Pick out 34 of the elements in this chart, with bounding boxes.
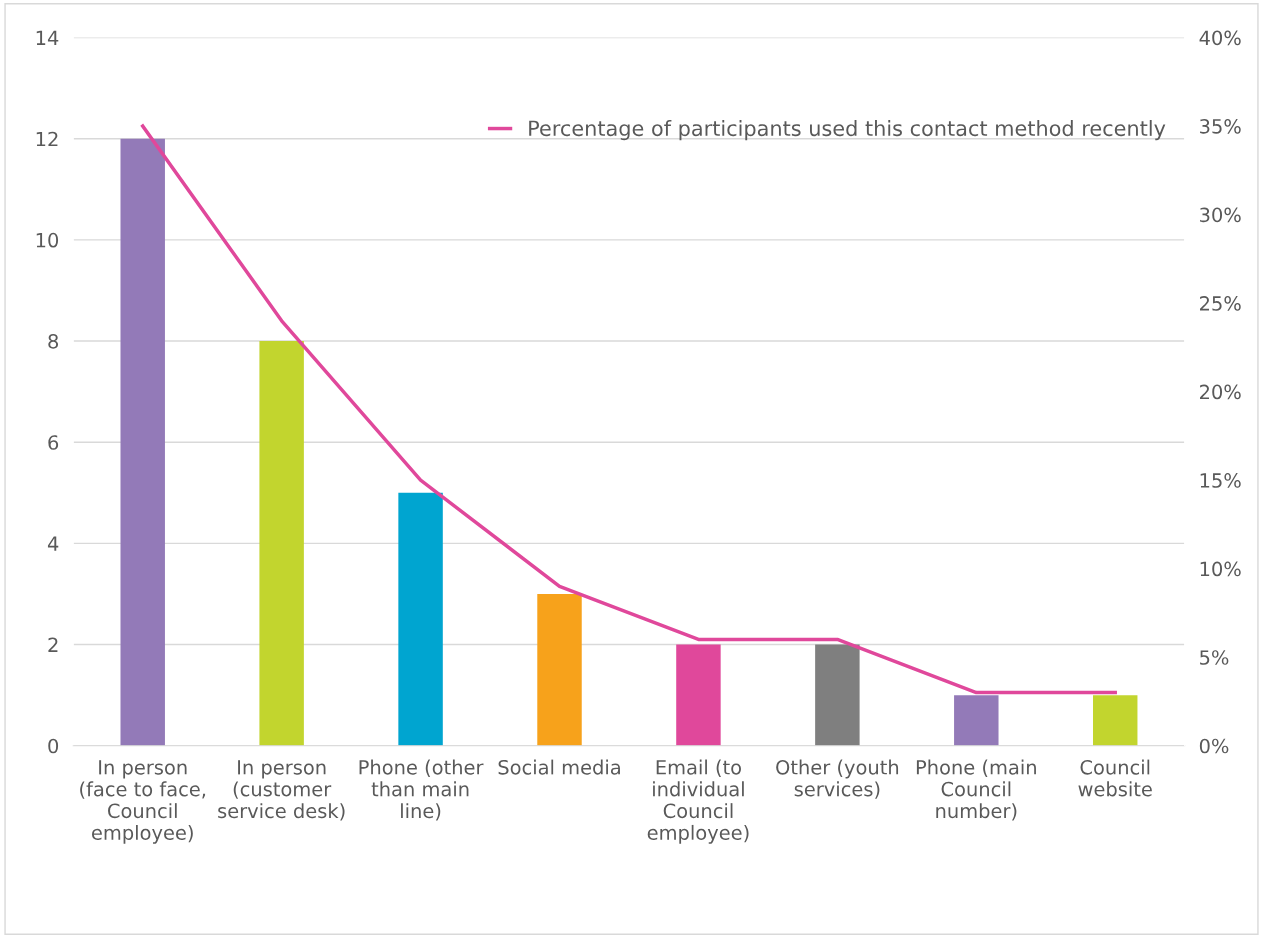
x-tick-label: Email (to individual Council employee) (647, 759, 749, 844)
y-tick-label: 0 (48, 738, 59, 754)
y2-tick-label: 0% (1199, 738, 1229, 754)
x-tick-label: In person (face to face, Council employee) (80, 760, 206, 844)
x-tick-label: Phone (other than main line) (359, 759, 484, 821)
y2-tick-label: 15% (1200, 473, 1241, 488)
bar (537, 593, 582, 746)
y-tick-label: 14 (36, 30, 59, 45)
y-tick-label: 4 (47, 536, 59, 551)
y-tick-label: 6 (48, 435, 59, 450)
bar (954, 695, 999, 746)
bar (120, 138, 165, 746)
x-tick-label: Phone (main Council number) (916, 759, 1036, 821)
y-tick-label: 2 (48, 637, 58, 652)
y2-tick-label: 30% (1200, 207, 1241, 223)
bar (676, 644, 721, 746)
bar (398, 492, 443, 746)
y-tick-label: 12 (36, 131, 58, 147)
y-tick-label: 8 (48, 333, 59, 349)
bar (259, 341, 304, 746)
y-tick-label: 10 (36, 232, 59, 248)
y2-tick-label: 5% (1200, 650, 1229, 665)
y2-tick-label: 25% (1200, 296, 1241, 311)
y2-tick-label: 10% (1200, 561, 1241, 577)
x-tick-label: Council website (1078, 759, 1152, 797)
y2-tick-label: 40% (1199, 30, 1241, 46)
y2-tick-label: 35% (1200, 119, 1241, 134)
x-tick-label: Social media (498, 759, 620, 775)
x-tick-label: Other (youth services) (776, 759, 899, 799)
bar (1093, 695, 1138, 746)
y2-tick-label: 20% (1200, 384, 1241, 400)
x-tick-label: In person (customer service desk) (218, 760, 345, 821)
bar (815, 644, 860, 746)
legend-label: Percentage of participants used this contact method recently (529, 120, 1166, 141)
